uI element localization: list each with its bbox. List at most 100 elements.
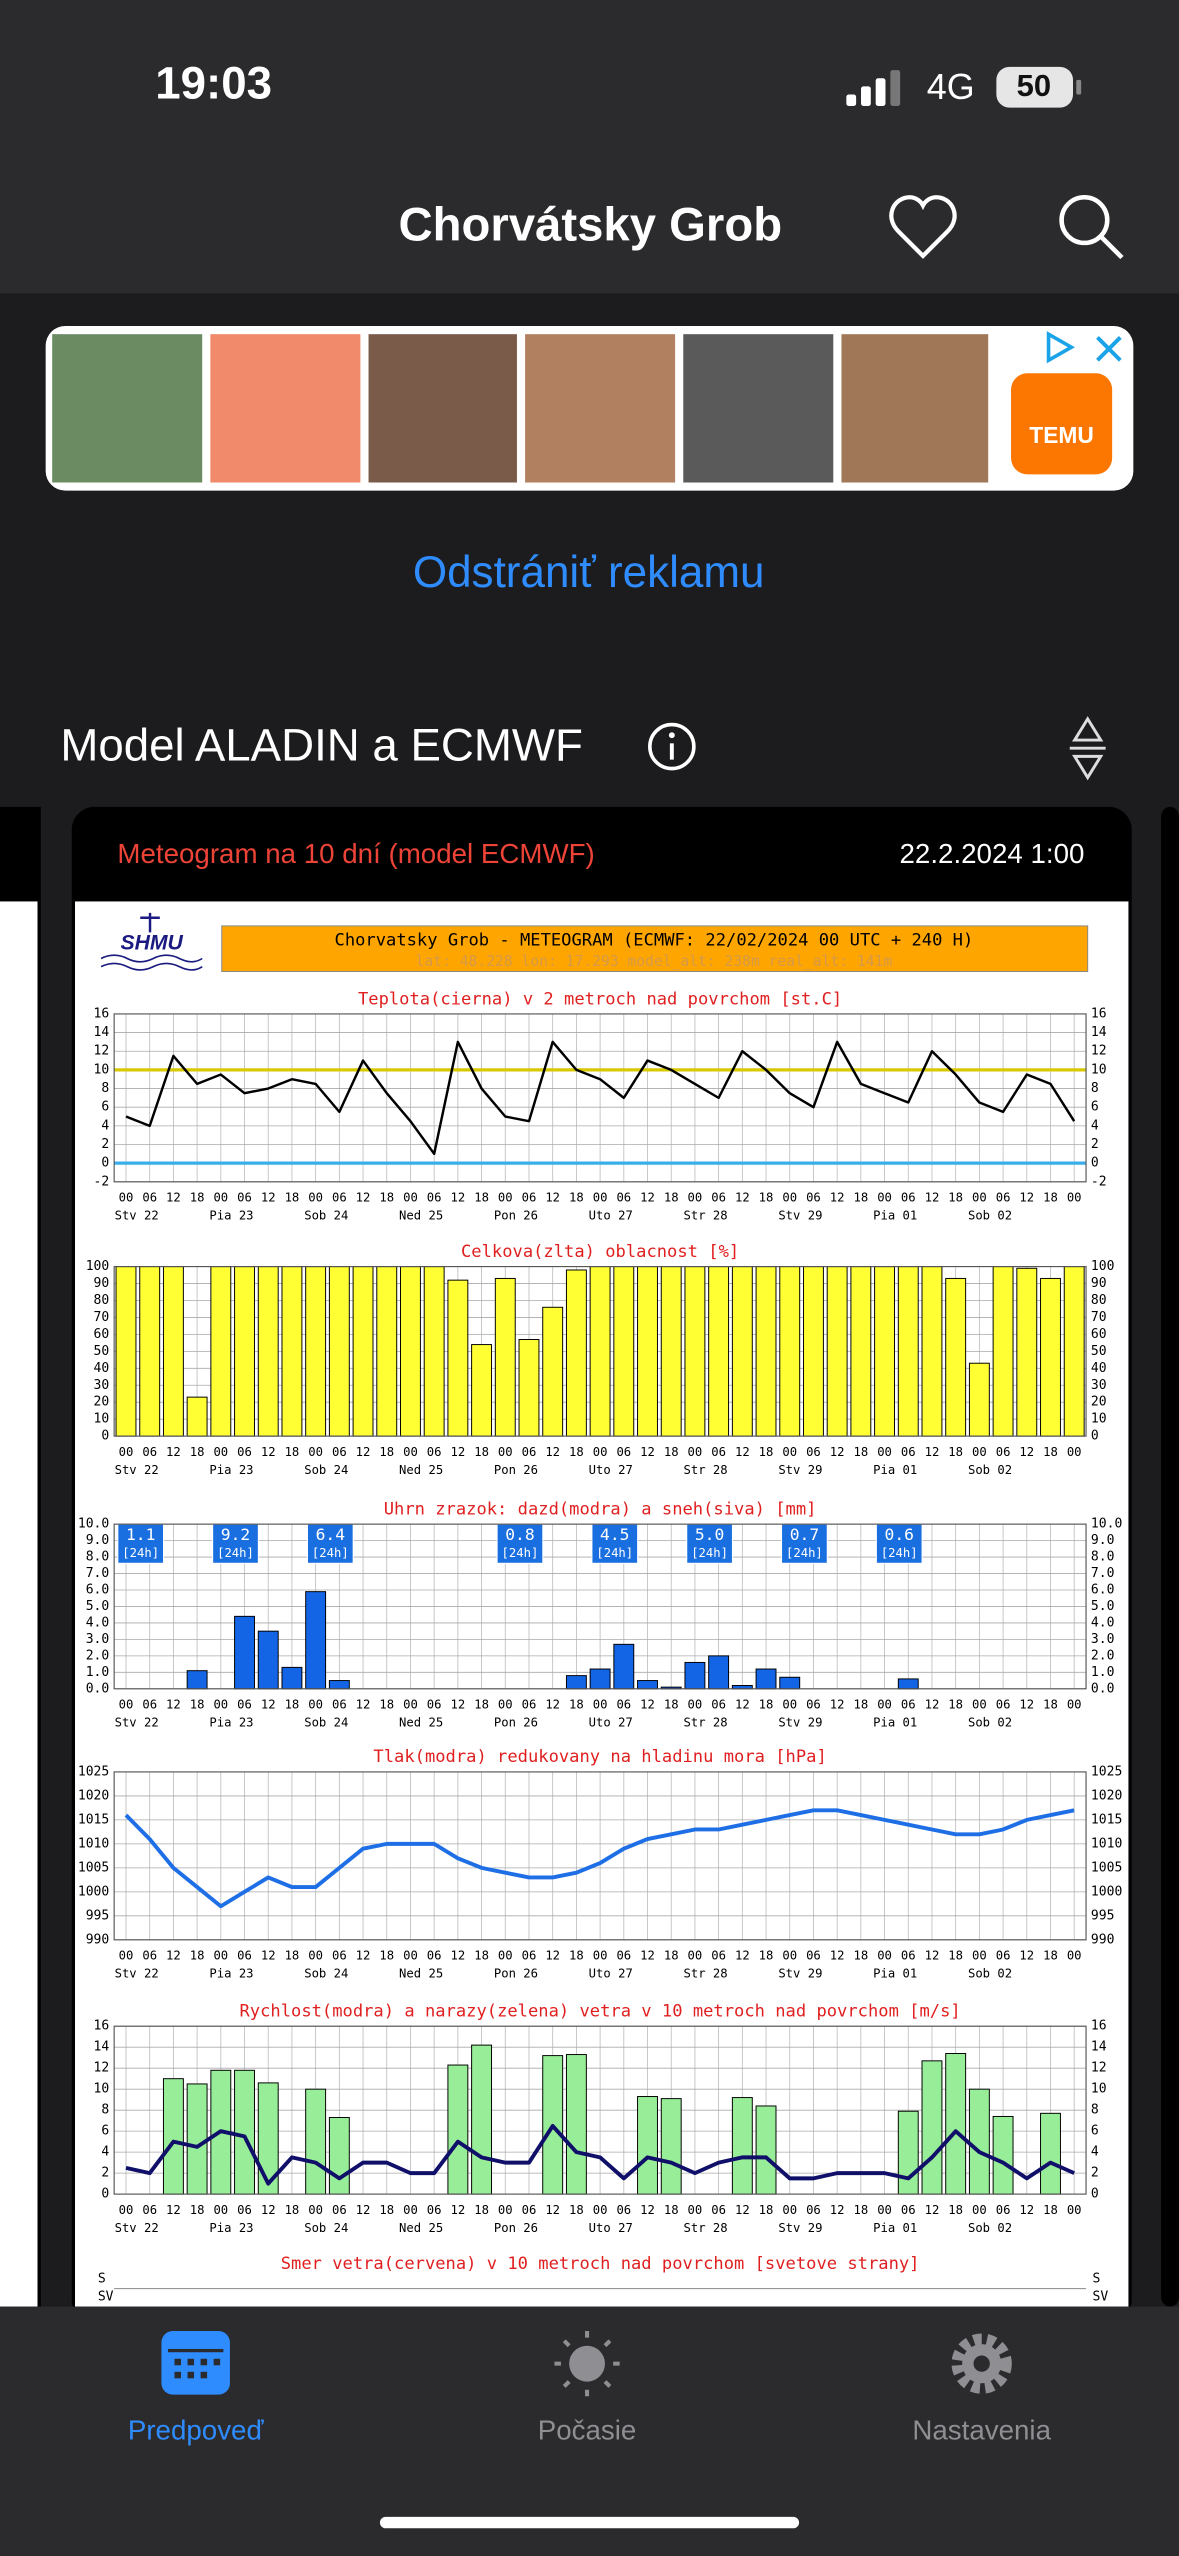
day-label: Uto 27 [589, 1967, 633, 1981]
shmu-logo [100, 912, 203, 971]
day-label: Stv 22 [115, 2221, 159, 2235]
y-tick-label: 1.0 [1091, 1665, 1115, 1680]
x-tick-label: 06 [616, 2203, 631, 2217]
day-label: Pia 01 [873, 2221, 917, 2235]
x-tick-label: 06 [901, 1698, 916, 1712]
total-unit: [24h] [122, 1546, 159, 1560]
total-unit: [24h] [786, 1546, 823, 1560]
plot-frame [113, 1771, 1087, 1941]
x-tick-label: 06 [901, 1949, 916, 1963]
y-tick-label: 16 [94, 2019, 110, 2034]
weather-tab-icon[interactable] [554, 2331, 620, 2397]
x-tick-label: 00 [498, 1191, 513, 1205]
y-tick-label: 1005 [1091, 1860, 1122, 1875]
x-tick-label: 06 [427, 1191, 442, 1205]
x-tick-label: 12 [925, 1698, 940, 1712]
tab-label[interactable]: Nastavenia [912, 2414, 1051, 2445]
x-tick-label: 18 [474, 2203, 489, 2217]
y-tick-label: 70 [94, 1310, 110, 1325]
bar [708, 1655, 730, 1690]
total-label: 0.6 [885, 1525, 914, 1544]
x-tick-label: 18 [664, 2203, 679, 2217]
x-tick-label: 00 [119, 2203, 134, 2217]
y-tick-label: 4.0 [86, 1615, 110, 1630]
x-tick-label: 12 [925, 1949, 940, 1963]
y-tick-label: 7.0 [86, 1566, 110, 1581]
y-tick-label: 4 [101, 1118, 109, 1133]
tab-label[interactable]: Predpoveď [128, 2414, 265, 2445]
settings-tab-icon[interactable] [951, 2333, 1012, 2394]
day-label: Ned 25 [399, 1716, 443, 1730]
bar [305, 1266, 327, 1437]
info-button[interactable] [648, 722, 696, 771]
x-tick-label: 12 [830, 1191, 845, 1205]
x-tick-label: 00 [119, 1698, 134, 1712]
x-tick-label: 12 [830, 1445, 845, 1459]
panel-title: Teplota(cierna) v 2 metroch nad povrchom… [358, 989, 842, 1009]
y-tick-label: 70 [1091, 1310, 1107, 1325]
total-unit: [24h] [596, 1546, 633, 1560]
bar [637, 1680, 658, 1690]
x-tick-label: 00 [308, 1949, 323, 1963]
bar [1016, 1267, 1038, 1437]
x-tick-label: 00 [782, 1698, 797, 1712]
bar [660, 2098, 682, 2195]
panel-title: Tlak(modra) redukovany na hladinu mora [… [373, 1747, 826, 1767]
x-tick-label: 00 [213, 1698, 228, 1712]
y-tick-label: 4.0 [1091, 1615, 1115, 1630]
x-tick-label: 18 [285, 1949, 300, 1963]
x-tick-label: 00 [782, 1445, 797, 1459]
x-tick-label: 12 [1019, 1445, 1034, 1459]
y-tick-label: 12 [94, 2061, 110, 2076]
temu-logo [1011, 373, 1113, 475]
forecast-tab-icon[interactable] [161, 2331, 230, 2395]
tab-label[interactable]: Počasie [538, 2414, 637, 2445]
bar [660, 1266, 682, 1437]
y-tick-label: 80 [1091, 1293, 1107, 1308]
search-button[interactable] [1059, 194, 1124, 260]
x-tick-label: 18 [569, 1698, 584, 1712]
bar [779, 1266, 801, 1437]
day-label: Sob 24 [304, 1967, 348, 1981]
x-tick-label: 12 [640, 1191, 655, 1205]
next-card[interactable] [1161, 806, 1179, 2307]
total-box [306, 1523, 354, 1564]
y-tick-label: 990 [86, 1932, 110, 1947]
y-tick-label: 10 [94, 2082, 110, 2097]
total-unit: [24h] [691, 1546, 728, 1560]
x-tick-label: 18 [853, 1698, 868, 1712]
x-tick-label: 18 [474, 1445, 489, 1459]
favorite-button[interactable] [889, 195, 957, 259]
remove-ad-link[interactable]: Odstrániť reklamu [413, 548, 765, 597]
y-tick-label: 5.0 [1091, 1599, 1115, 1614]
day-label: Stv 29 [778, 1463, 822, 1477]
x-tick-label: 18 [853, 1949, 868, 1963]
total-box [591, 1523, 639, 1564]
sort-button[interactable] [1069, 716, 1106, 781]
y-tick-label: 990 [1091, 1932, 1115, 1947]
ad-choices[interactable] [1046, 331, 1075, 364]
y-tick-label: SV [1093, 2289, 1109, 2304]
x-tick-label: 12 [166, 1191, 181, 1205]
x-tick-label: 00 [972, 1698, 987, 1712]
y-tick-label: 2.0 [86, 1648, 110, 1663]
x-tick-label: 00 [119, 1445, 134, 1459]
x-tick-label: 06 [901, 2203, 916, 2217]
y-tick-label: 60 [94, 1327, 110, 1342]
bar [613, 1266, 635, 1437]
x-tick-label: 12 [925, 1191, 940, 1205]
x-tick-label: 18 [759, 1698, 774, 1712]
x-tick-label: 00 [782, 1191, 797, 1205]
x-tick-label: 12 [640, 1445, 655, 1459]
y-tick-label: 40 [94, 1361, 110, 1376]
battery-level: 50 [1017, 68, 1051, 103]
bar [281, 1266, 303, 1437]
ad-close[interactable] [1096, 336, 1122, 362]
x-tick-label: 00 [498, 2203, 513, 2217]
y-tick-label: 60 [1091, 1327, 1107, 1342]
x-tick-label: 18 [285, 1445, 300, 1459]
x-tick-label: 12 [1019, 1698, 1034, 1712]
day-label: Pia 23 [209, 1209, 253, 1223]
day-label: Stv 29 [778, 2221, 822, 2235]
line [125, 2123, 1075, 2186]
